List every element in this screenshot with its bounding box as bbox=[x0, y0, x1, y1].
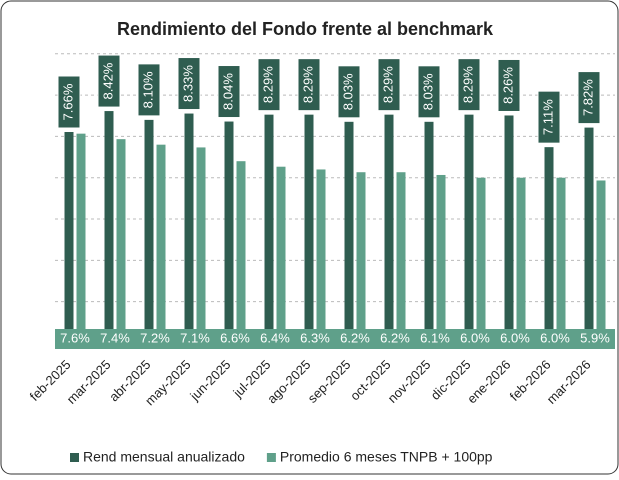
bar bbox=[64, 132, 74, 343]
value-label-box bbox=[497, 58, 521, 112]
bar bbox=[464, 114, 474, 343]
value-label: 8.42% bbox=[100, 62, 115, 99]
value-label: 6.4% bbox=[260, 330, 290, 345]
value-label: 6.6% bbox=[220, 330, 250, 345]
value-label: 8.29% bbox=[300, 66, 315, 103]
value-label: 7.82% bbox=[580, 79, 595, 116]
bar bbox=[224, 121, 234, 343]
value-label-box bbox=[455, 329, 495, 349]
bar bbox=[476, 177, 486, 343]
value-label-box bbox=[95, 329, 135, 349]
legend-swatch bbox=[70, 453, 79, 462]
bar bbox=[424, 121, 434, 343]
bar bbox=[356, 172, 366, 343]
value-label: 7.66% bbox=[60, 83, 75, 120]
value-label: 5.9% bbox=[580, 330, 610, 345]
value-label: 8.10% bbox=[140, 71, 155, 108]
bar bbox=[584, 127, 594, 343]
bar bbox=[236, 161, 246, 343]
value-label-box bbox=[335, 329, 375, 349]
bar bbox=[276, 166, 286, 343]
bar bbox=[516, 177, 526, 343]
legend-label: Rend mensual anualizado bbox=[83, 449, 245, 465]
bar bbox=[116, 139, 126, 343]
value-label-box bbox=[575, 329, 615, 349]
value-label-box bbox=[217, 65, 241, 119]
bar bbox=[556, 177, 566, 343]
bar bbox=[196, 147, 206, 343]
value-label: 8.04% bbox=[220, 73, 235, 110]
value-label: 8.03% bbox=[340, 73, 355, 110]
value-label-box bbox=[297, 58, 321, 112]
value-label-box bbox=[375, 329, 415, 349]
bar bbox=[596, 180, 606, 343]
value-label-box bbox=[255, 329, 295, 349]
bar bbox=[156, 144, 166, 343]
value-label-box bbox=[137, 63, 161, 117]
bar bbox=[76, 133, 86, 343]
bar bbox=[104, 111, 114, 343]
value-label: 6.0% bbox=[540, 330, 570, 345]
value-label-box bbox=[377, 58, 401, 112]
value-label: 6.3% bbox=[300, 330, 330, 345]
bar bbox=[184, 113, 194, 344]
value-label: 6.1% bbox=[420, 330, 450, 345]
bar bbox=[436, 174, 446, 343]
value-label-box bbox=[57, 75, 81, 129]
bar bbox=[504, 115, 514, 343]
value-label-box bbox=[495, 329, 535, 349]
value-label-box bbox=[457, 58, 481, 112]
value-label-box bbox=[415, 329, 455, 349]
value-label: 8.26% bbox=[500, 67, 515, 104]
value-label-box bbox=[417, 65, 441, 119]
value-label-box bbox=[337, 65, 361, 119]
value-label-box bbox=[577, 71, 601, 125]
value-label: 6.2% bbox=[340, 330, 370, 345]
value-label: 7.1% bbox=[180, 330, 210, 345]
bar bbox=[396, 172, 406, 343]
bar bbox=[144, 119, 154, 343]
value-label-box bbox=[295, 329, 335, 349]
bar bbox=[384, 114, 394, 343]
value-label: 6.0% bbox=[500, 330, 530, 345]
bar bbox=[544, 147, 554, 343]
value-label-box bbox=[55, 329, 95, 349]
value-label-box bbox=[215, 329, 255, 349]
value-label-box bbox=[535, 329, 575, 349]
value-label: 8.33% bbox=[180, 65, 195, 102]
bar bbox=[344, 121, 354, 343]
bar bbox=[316, 169, 326, 343]
value-label: 7.4% bbox=[100, 330, 130, 345]
bar bbox=[304, 114, 314, 343]
value-label: 6.2% bbox=[380, 330, 410, 345]
legend-swatch bbox=[266, 453, 276, 462]
value-label: 7.11% bbox=[540, 99, 555, 135]
value-label: 7.2% bbox=[140, 330, 170, 345]
legend-label: Promedio 6 meses TNPB + 100pp bbox=[280, 449, 493, 465]
value-label: 8.03% bbox=[420, 73, 435, 110]
bar bbox=[264, 114, 274, 343]
value-label: 7.6% bbox=[60, 330, 90, 345]
value-label-box bbox=[537, 90, 561, 144]
chart-title: Rendimiento del Fondo frente al benchmar… bbox=[117, 19, 494, 39]
value-label: 8.29% bbox=[260, 66, 275, 103]
value-label-box bbox=[97, 54, 121, 108]
value-label-box bbox=[135, 329, 175, 349]
value-label-box bbox=[175, 329, 215, 349]
value-label: 8.29% bbox=[380, 66, 395, 103]
value-label-box bbox=[177, 57, 201, 111]
value-label: 8.29% bbox=[460, 66, 475, 103]
value-label: 6.0% bbox=[460, 330, 490, 345]
value-label-box bbox=[257, 58, 281, 112]
